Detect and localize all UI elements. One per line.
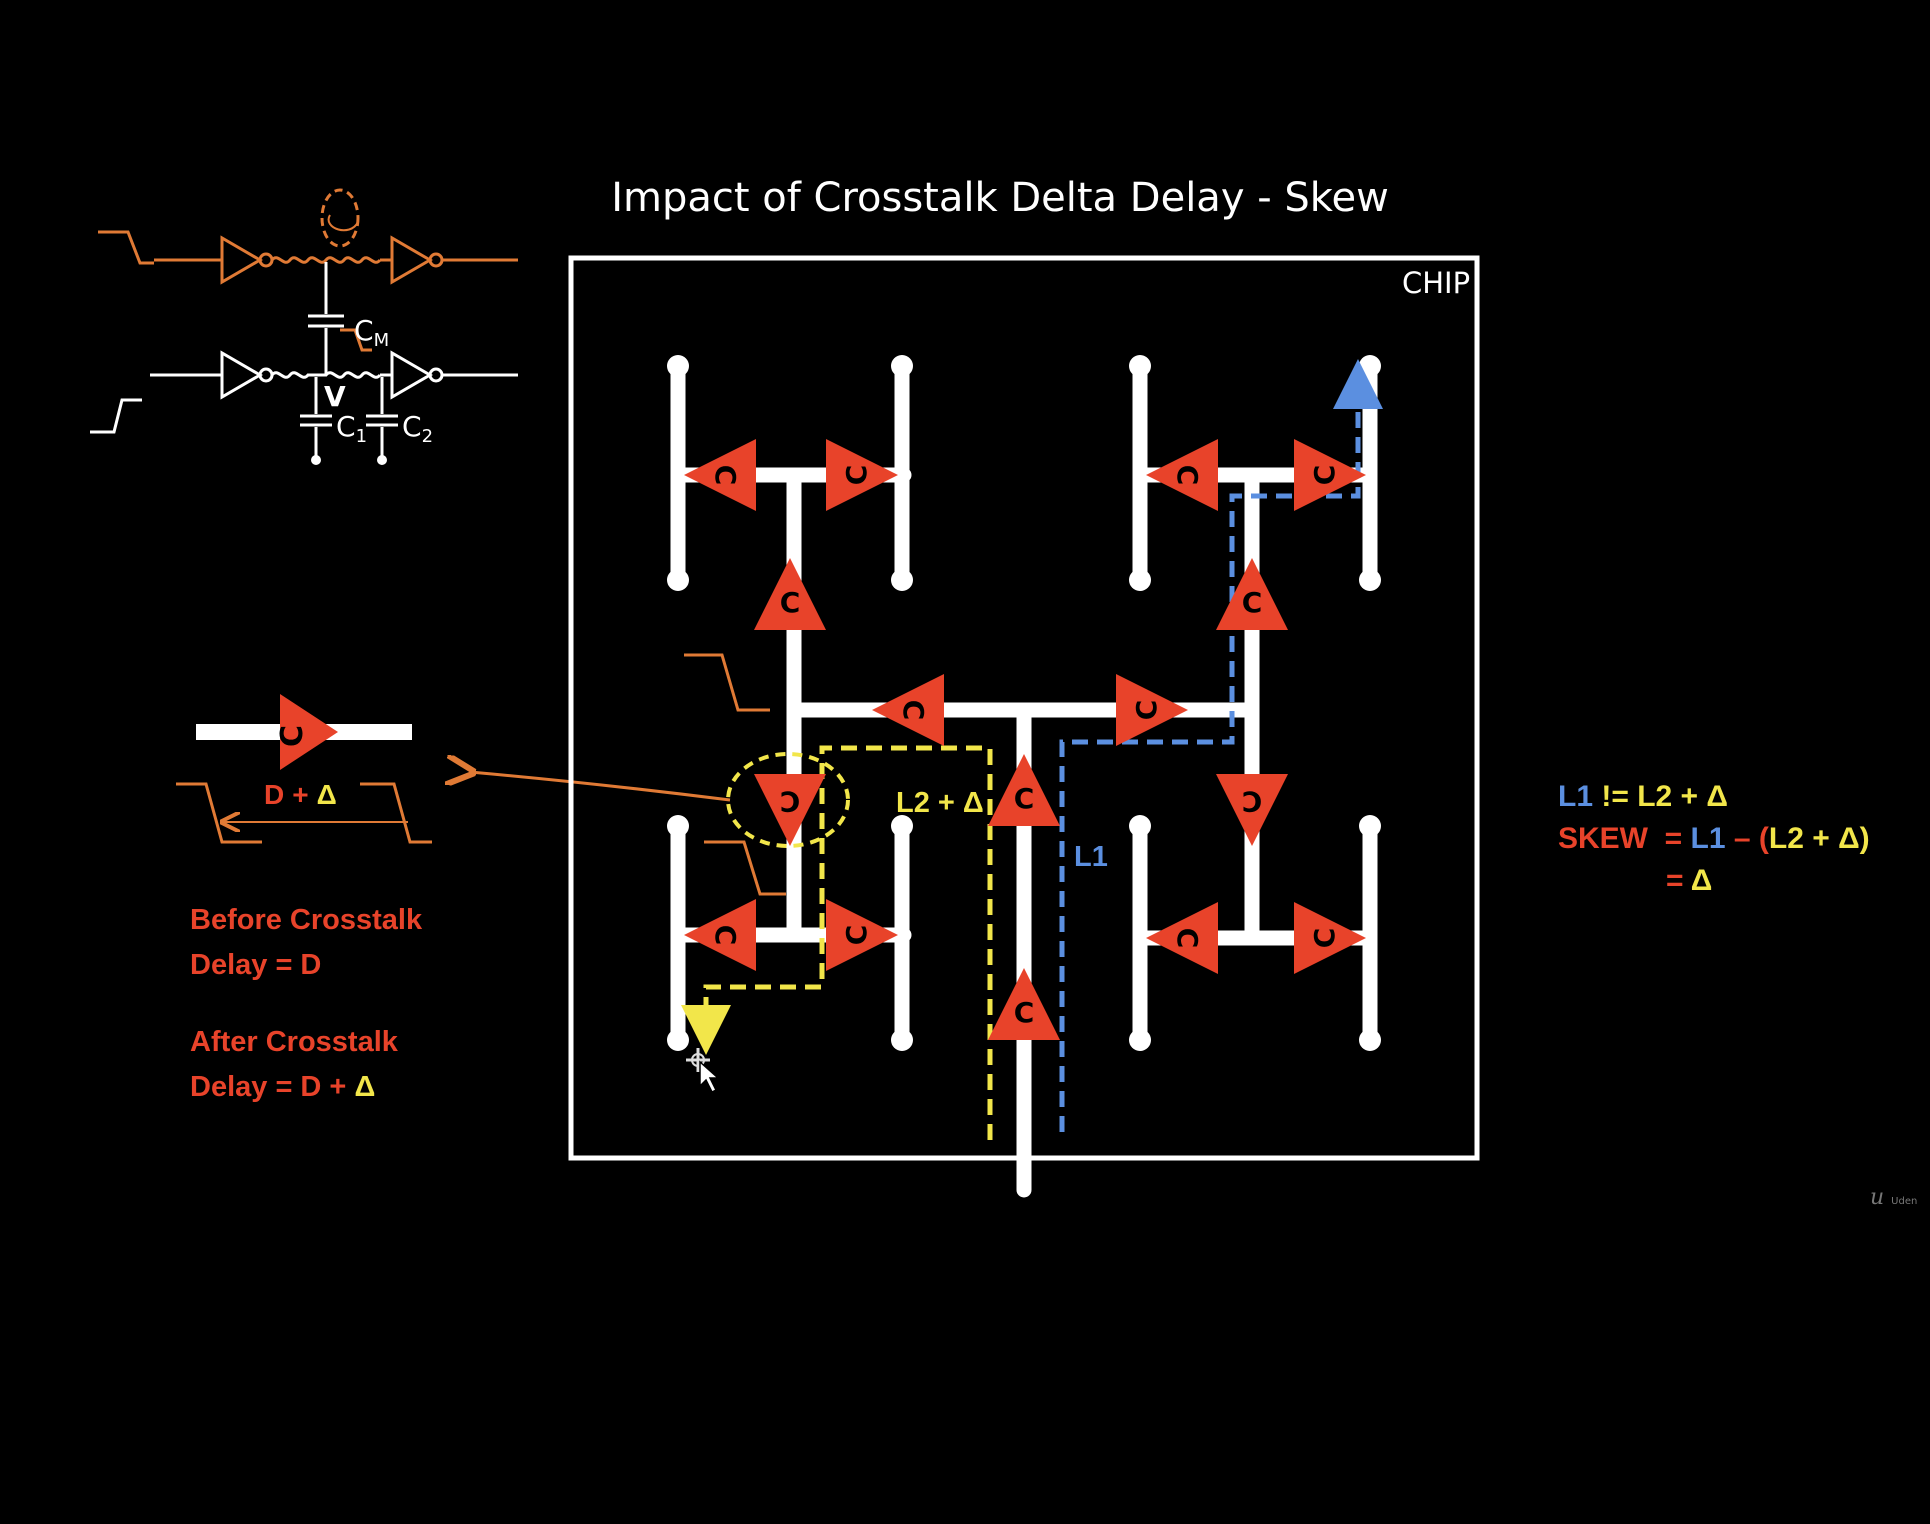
coupling-schematic: CM V C1 C2 [90, 188, 518, 465]
buffer-letter: C [1308, 928, 1341, 949]
buffer-letter: C [1242, 586, 1263, 619]
buffer-root-lower: C [988, 968, 1060, 1040]
before-line2: Delay = D [190, 949, 322, 981]
buffer-letter: C [1171, 928, 1204, 949]
buffer-triangle-icon [1216, 774, 1288, 846]
buffer-triangle-icon [1146, 439, 1218, 511]
victim-driver-icon [220, 350, 263, 400]
buffer-letter: C [709, 925, 742, 946]
buffer-br-trunk: C [1216, 774, 1288, 846]
leaf-dots [667, 355, 1381, 1051]
buffer-tr-right: C [1294, 439, 1366, 511]
buffer-tr-trunk: C [1216, 558, 1288, 630]
buffer-triangle-icon [1294, 439, 1366, 511]
buffer-triangle-icon [754, 774, 826, 846]
buffer-bl-left: C [684, 899, 756, 971]
path-l2 [681, 745, 993, 1140]
glitch-waveform-lower [704, 840, 786, 896]
equation-line-2: SKEW = L1 – (L2 + Δ) [1558, 822, 1870, 855]
svg-text:C: C [275, 725, 310, 747]
glitch-waveform-upper [684, 653, 770, 712]
v-label: V [324, 380, 346, 413]
buffer-letter: C [780, 586, 801, 619]
cm-label: CM [354, 314, 389, 351]
path-l2-label: L2 + Δ [896, 787, 984, 819]
watermark-logo: u Uden [1870, 1185, 1918, 1210]
buffer-letter: C [709, 465, 742, 486]
buffer-tr-left: C [1146, 439, 1218, 511]
buffer-letter: C [1130, 700, 1163, 721]
before-crosstalk-note: Before Crosstalk Delay = D [190, 906, 422, 980]
output-waveform [360, 782, 432, 844]
slide-title: Impact of Crosstalk Delta Delay - Skew [611, 175, 1389, 221]
after-delta: Δ [354, 1071, 376, 1103]
pointer-arrow [470, 772, 731, 802]
victim-buffer-highlight [726, 752, 850, 848]
before-line1: Before Crosstalk [190, 904, 423, 936]
buffer-letter: C [1171, 465, 1204, 486]
buffer-mid-left: C [872, 674, 944, 746]
input-waveform [176, 782, 262, 844]
buffer-letter: C [1014, 782, 1035, 815]
buffer-tl-right: C [826, 439, 898, 511]
aggressor-driver-icon [220, 235, 263, 285]
equation-line-1: L1 != L2 + Δ [1558, 780, 1728, 813]
buffer-root-upper: C [988, 754, 1060, 826]
buffer-icon [280, 694, 338, 770]
buffer-tl-trunk: C [754, 558, 826, 630]
buffer-triangle-icon [988, 968, 1060, 1040]
buffer-letter: C [780, 785, 801, 818]
aggressor-input-waveform [98, 230, 154, 265]
buffer-triangle-icon [1216, 558, 1288, 630]
buffer-letter: C [897, 700, 930, 721]
chip-label: CHIP [1402, 266, 1471, 300]
buffer-triangle-icon [988, 754, 1060, 826]
delay-label: D + Δ [264, 779, 337, 810]
after-line1: After Crosstalk [190, 1026, 398, 1058]
buffer-triangle-icon [1116, 674, 1188, 746]
victim-receiver-icon [390, 350, 433, 400]
buffer-tl-left: C [684, 439, 756, 511]
path-l1-label: L1 [1074, 841, 1108, 873]
buffer-letter: C [840, 925, 873, 946]
coupled-glitch-waveform [340, 328, 372, 352]
buffer-triangle-icon [1146, 902, 1218, 974]
buffer-br-left: C [1146, 902, 1218, 974]
mouse-cursor-icon [686, 1048, 720, 1094]
buffer-triangle-icon [1294, 902, 1366, 974]
buffer-triangle-icon [872, 674, 944, 746]
c1-label: C1 [336, 410, 367, 447]
buffer-triangle-icon [826, 439, 898, 511]
after-line2: Delay = D + [190, 1071, 355, 1103]
buffer-bl-right: C [826, 899, 898, 971]
buffer-delay-illustration: C D + Δ [176, 694, 432, 844]
c2-label: C2 [402, 410, 433, 447]
buffer-mid-right: C [1116, 674, 1188, 746]
buffer-triangle-icon [754, 558, 826, 630]
buffer-triangle-icon [684, 899, 756, 971]
equation-line-3: = Δ [1666, 864, 1713, 897]
buffer-triangle-icon [684, 439, 756, 511]
aggressor-highlight-ring [320, 188, 360, 248]
buffer-letter: C [1014, 996, 1035, 1029]
victim-input-waveform [90, 398, 142, 434]
aggressor-receiver-icon [390, 235, 433, 285]
buffer-letter: C [1308, 465, 1341, 486]
buffers-layer: C C C C C C C C C C C C C C C C [684, 439, 1366, 1040]
buffer-bl-trunk: C [754, 774, 826, 846]
buffer-letter: C [840, 465, 873, 486]
after-crosstalk-note: After Crosstalk Delay = D + Δ [190, 1028, 398, 1102]
buffer-br-right: C [1294, 902, 1366, 974]
buffer-triangle-icon [826, 899, 898, 971]
buffer-letter: C [1242, 785, 1263, 818]
